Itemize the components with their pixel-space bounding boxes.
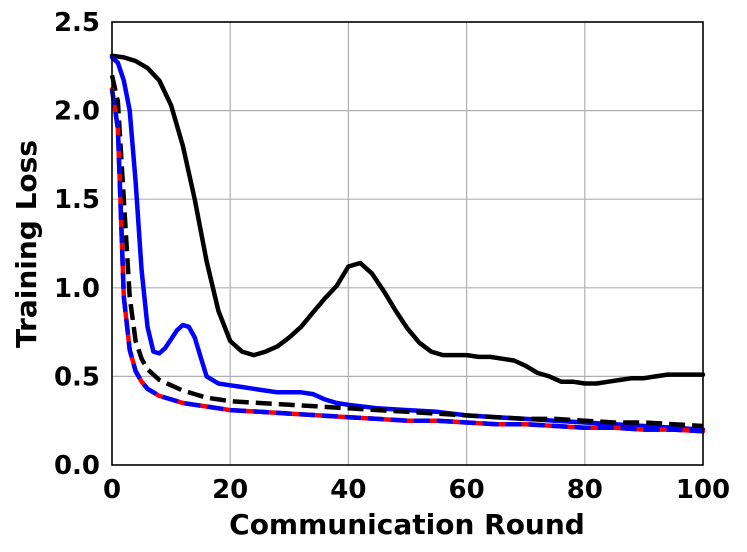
y-tick-label: 1.5	[54, 185, 100, 215]
series-line-1	[109, 53, 706, 386]
grid-lines	[112, 22, 703, 465]
series-line-5	[109, 88, 704, 434]
x-tick-label: 0	[103, 475, 121, 505]
x-tick-label: 80	[567, 475, 603, 505]
x-tick-label: 60	[449, 475, 485, 505]
plot-lines	[109, 53, 706, 434]
y-tick-label: 0.0	[54, 451, 100, 481]
y-tick-label: 1.0	[54, 274, 100, 304]
series-line-3	[109, 74, 704, 429]
tick-labels: 0 20 40 60 80 100 0.0 0.5 1.0 1.5 2.0 2.5	[54, 8, 730, 505]
x-tick-label: 40	[330, 475, 366, 505]
x-tick-label: 20	[212, 475, 248, 505]
y-axis-label: Training Loss	[10, 140, 43, 348]
x-tick-label: 100	[676, 475, 730, 505]
series-line-2	[109, 55, 706, 432]
y-tick-label: 2.0	[54, 97, 100, 127]
y-tick-label: 0.5	[54, 362, 100, 392]
x-axis-label: Communication Round	[229, 508, 585, 541]
y-tick-label: 2.5	[54, 8, 100, 38]
plot-frame	[111, 21, 704, 466]
